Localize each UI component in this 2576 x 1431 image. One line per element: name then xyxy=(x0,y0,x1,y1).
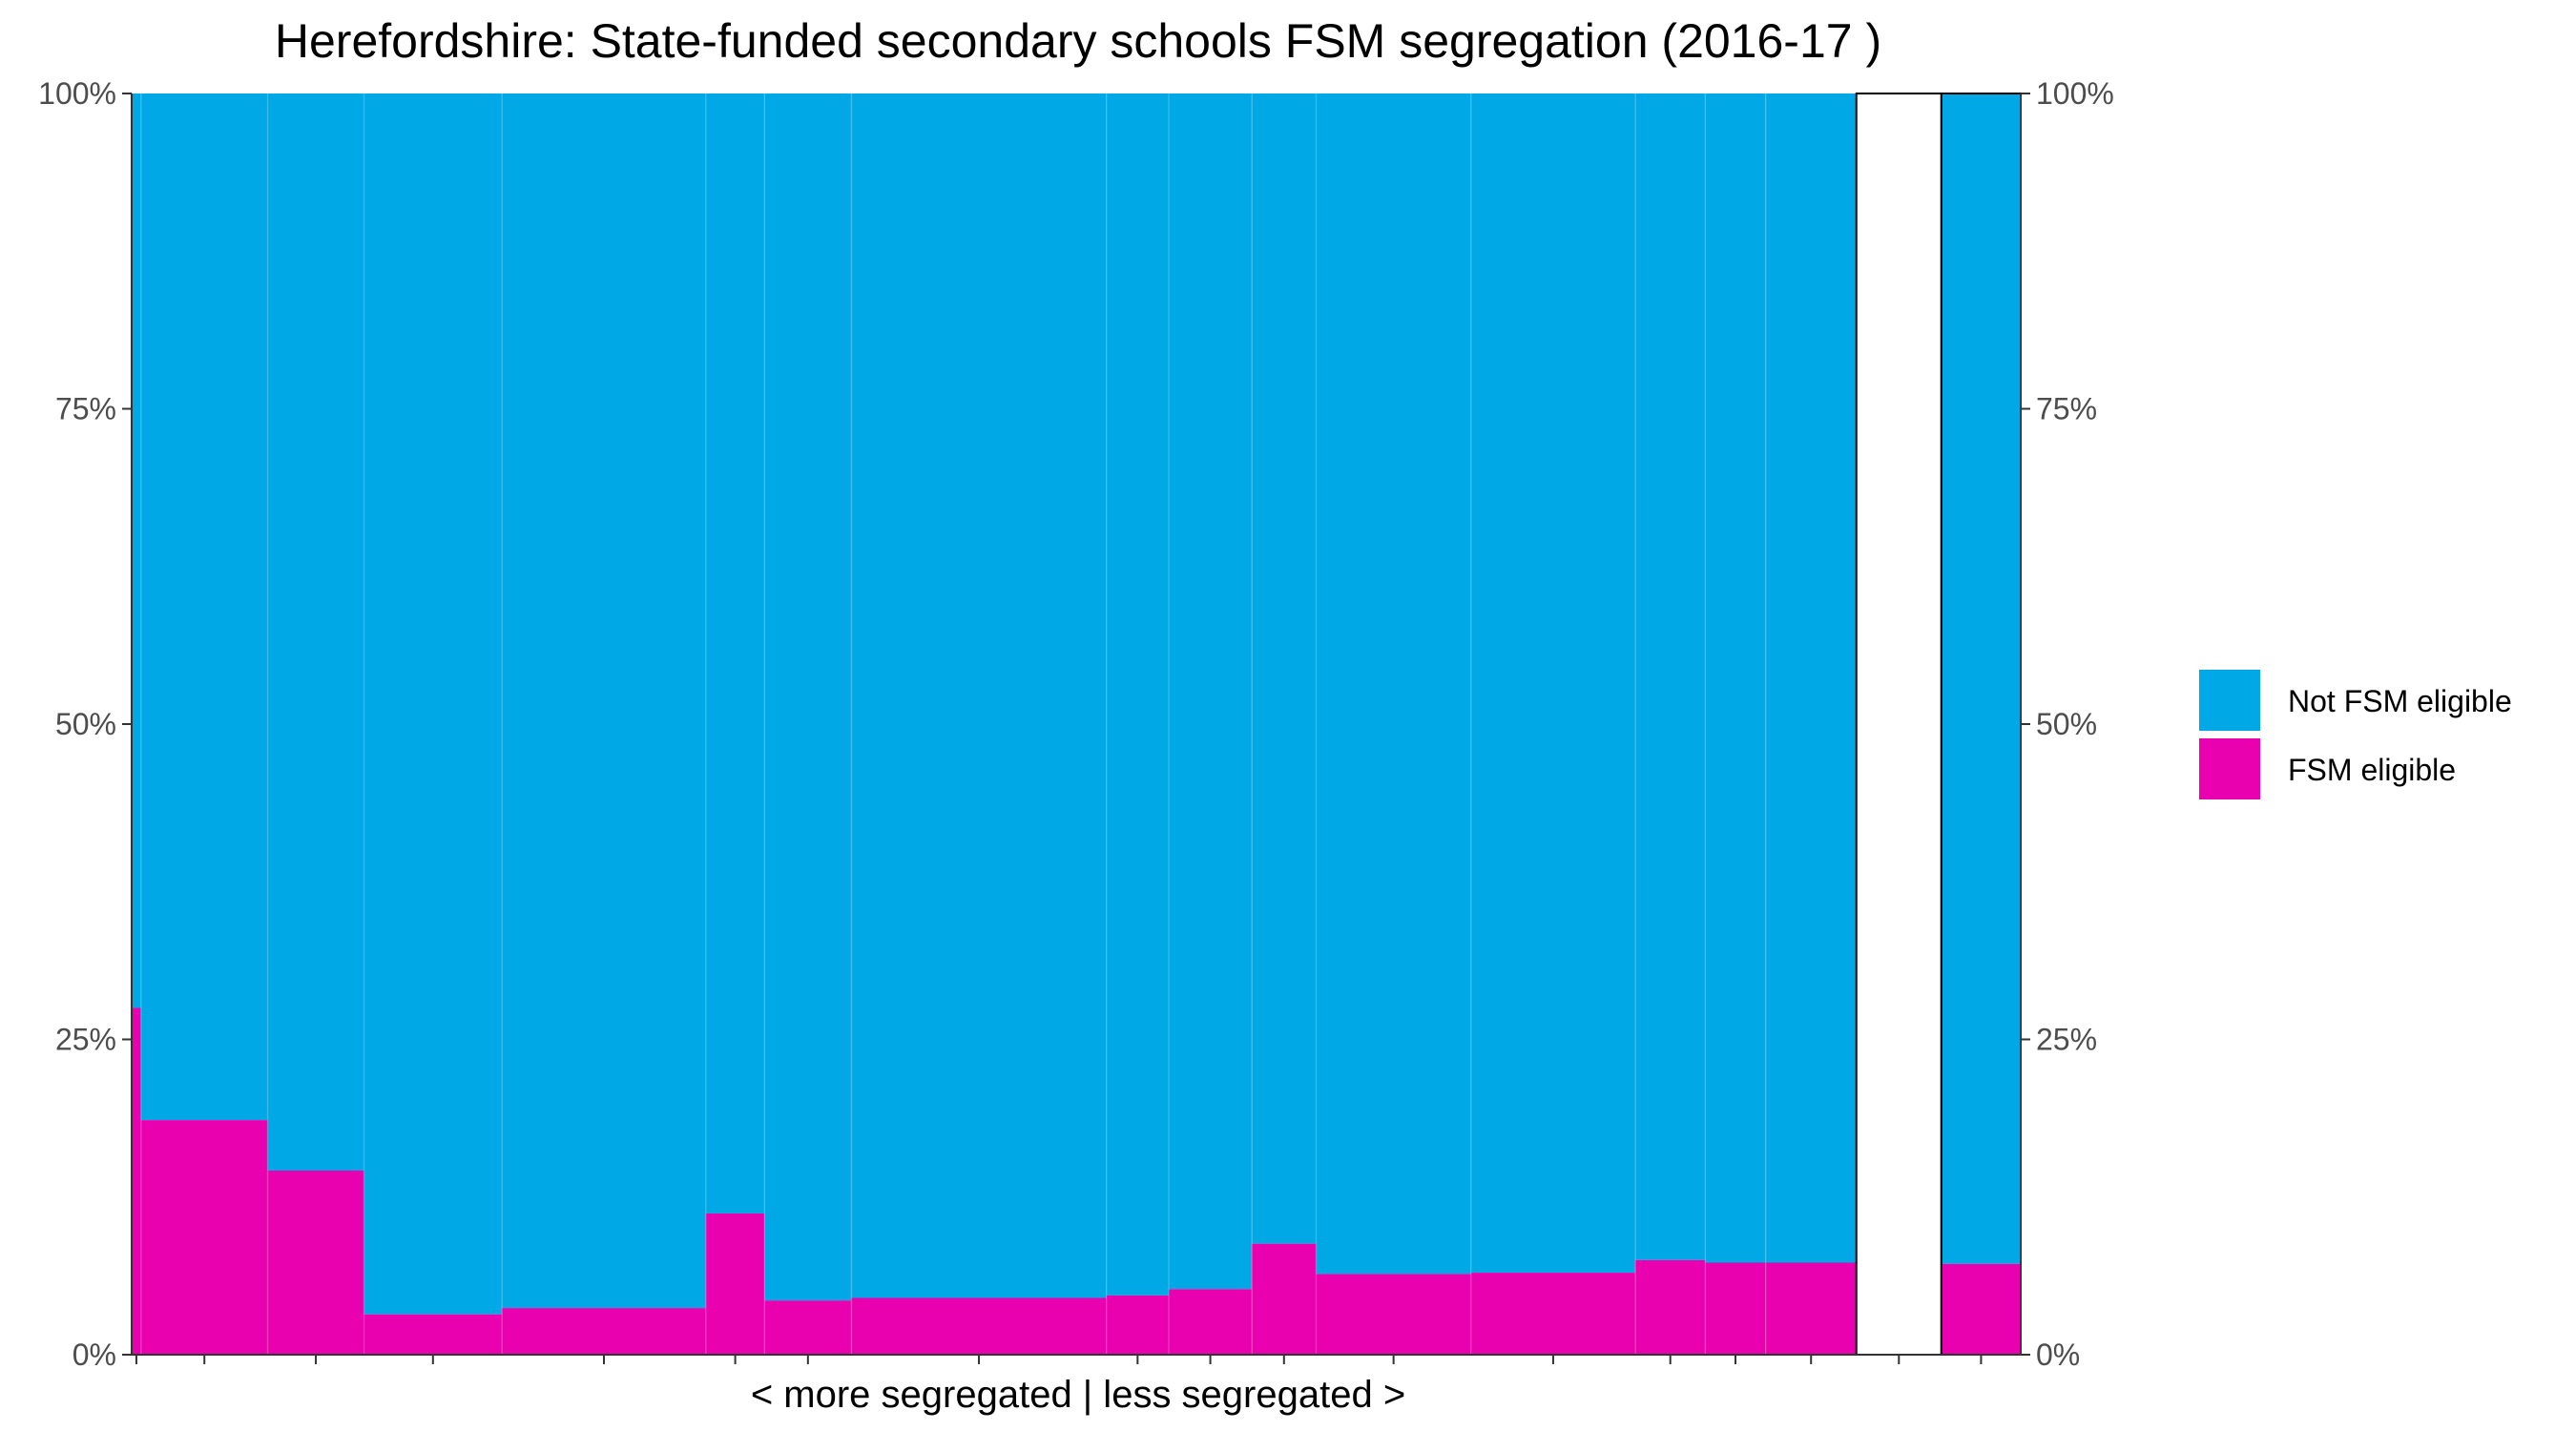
y-tick-label-left: 75% xyxy=(55,392,116,426)
legend-label-2: FSM eligible xyxy=(2288,753,2456,787)
fsm-bar-11 xyxy=(1252,1243,1317,1355)
fsm-bar-1 xyxy=(132,1007,141,1355)
not-fsm-bar-16 xyxy=(1765,93,1857,1263)
y-tick-label-right: 25% xyxy=(2036,1023,2097,1057)
fsm-bar-10 xyxy=(1169,1289,1253,1355)
fsm-bar-4 xyxy=(364,1314,503,1355)
fsm-bar-7 xyxy=(764,1300,852,1355)
fsm-bar-8 xyxy=(851,1297,1107,1355)
fsm-bar-14 xyxy=(1635,1259,1706,1355)
x-axis-label: < more segregated | less segregated > xyxy=(751,1374,1405,1416)
legend-swatch-1 xyxy=(2199,670,2260,731)
legend: Not FSM eligible FSM eligible xyxy=(2199,670,2512,799)
not-fsm-bar-3 xyxy=(267,93,364,1171)
fsm-bar-2 xyxy=(140,1120,268,1355)
not-fsm-bar-8 xyxy=(851,93,1107,1298)
y-tick-label-left: 100% xyxy=(38,76,116,111)
fsm-bar-9 xyxy=(1106,1295,1170,1355)
not-fsm-bar-14 xyxy=(1635,93,1706,1260)
legend-label-1: Not FSM eligible xyxy=(2288,684,2512,718)
y-tick-label-left: 50% xyxy=(55,707,116,741)
y-tick-label-right: 50% xyxy=(2036,707,2097,741)
axes-layer: 0% 0% 25% 25% 50% 50% 75% 75% 100% 100% xyxy=(38,76,2114,1372)
fsm-bar-13 xyxy=(1470,1273,1636,1355)
overall-fsm-bar xyxy=(1941,1263,2021,1355)
not-fsm-bar-4 xyxy=(364,93,503,1315)
not-fsm-bar-13 xyxy=(1470,93,1636,1274)
y-tick-label-left: 0% xyxy=(73,1338,116,1372)
fsm-bar-16 xyxy=(1765,1262,1857,1355)
legend-swatch-2 xyxy=(2199,738,2260,799)
y-tick-label-left: 25% xyxy=(55,1023,116,1057)
overall-not-fsm-bar xyxy=(1941,93,2021,1264)
fsm-bar-15 xyxy=(1705,1262,1766,1355)
not-fsm-bar-12 xyxy=(1316,93,1471,1275)
y-tick-label-right: 100% xyxy=(2036,76,2114,111)
fsm-bar-6 xyxy=(705,1213,765,1355)
not-fsm-bar-15 xyxy=(1705,93,1766,1263)
y-tick-label-right: 75% xyxy=(2036,392,2097,426)
chart-title: Herefordshire: State-funded secondary sc… xyxy=(275,14,1881,68)
not-fsm-bar-5 xyxy=(502,93,706,1309)
not-fsm-bar-10 xyxy=(1169,93,1253,1290)
y-tick-label-right: 0% xyxy=(2036,1338,2080,1372)
bars-layer xyxy=(132,93,2022,1356)
not-fsm-bar-2 xyxy=(140,93,268,1121)
not-fsm-bar-1 xyxy=(132,93,141,1008)
fsm-bar-5 xyxy=(502,1308,706,1355)
fsm-bar-12 xyxy=(1316,1274,1471,1355)
not-fsm-bar-7 xyxy=(764,93,852,1301)
not-fsm-bar-6 xyxy=(705,93,765,1213)
empty-column xyxy=(1855,93,1942,1356)
not-fsm-bar-11 xyxy=(1252,93,1317,1244)
not-fsm-bar-9 xyxy=(1106,93,1170,1296)
fsm-bar-3 xyxy=(267,1170,364,1355)
